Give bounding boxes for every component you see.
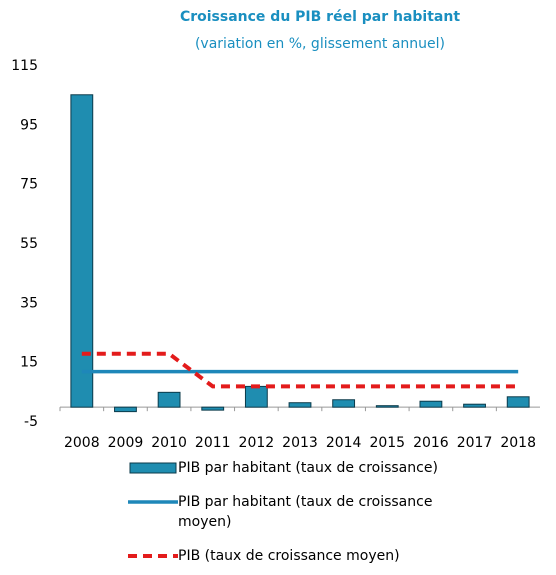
bar [506, 396, 530, 408]
x-tick-label: 2016 [413, 435, 449, 451]
bar [157, 391, 181, 408]
bar [463, 403, 486, 408]
x-tick-label: 2009 [108, 435, 144, 451]
bar [70, 94, 94, 408]
y-tick-label: 75 [20, 177, 38, 193]
legend-item: PIB (taux de croissance moyen) [128, 546, 528, 566]
legend-swatch [128, 554, 178, 558]
bar [114, 406, 137, 413]
y-tick-label: 95 [20, 117, 38, 133]
x-tick-label: 2015 [369, 435, 405, 451]
bar [244, 385, 268, 408]
legend-swatch [129, 462, 177, 474]
legend-label: PIB par habitant (taux de croissance) [178, 460, 438, 476]
y-tick-label: 15 [20, 355, 38, 371]
bar [375, 405, 399, 408]
x-tick-label: 2012 [239, 435, 275, 451]
x-tick-label: 2013 [282, 435, 318, 451]
chart-title: Croissance du PIB réel par habitant [180, 9, 460, 25]
chart-subtitle: (variation en %, glissement annuel) [195, 36, 445, 52]
y-tick-label: 115 [11, 58, 38, 74]
y-tick-label: 55 [20, 236, 38, 252]
legend-label: PIB par habitant (taux de croissance moy… [178, 494, 433, 530]
x-tick-label: 2011 [195, 435, 231, 451]
x-tick-label: 2017 [457, 435, 493, 451]
y-tick-label: 35 [20, 295, 38, 311]
legend: PIB par habitant (taux de croissance) PIB… [128, 458, 528, 575]
x-tick-label: 2014 [326, 435, 362, 451]
x-tick-label: 2018 [500, 435, 536, 451]
bar [419, 400, 443, 408]
bar [201, 406, 225, 411]
bar [288, 402, 312, 408]
legend-label: PIB (taux de croissance moyen) [178, 548, 400, 564]
y-tick-label: -5 [24, 414, 38, 430]
x-tick-label: 2010 [151, 435, 187, 451]
legend-item: PIB par habitant (taux de croissance moy… [128, 492, 528, 532]
legend-item: PIB par habitant (taux de croissance) [128, 458, 528, 478]
x-tick-label: 2008 [64, 435, 100, 451]
legend-swatch [128, 500, 178, 504]
line [81, 351, 519, 389]
bar [332, 399, 356, 408]
